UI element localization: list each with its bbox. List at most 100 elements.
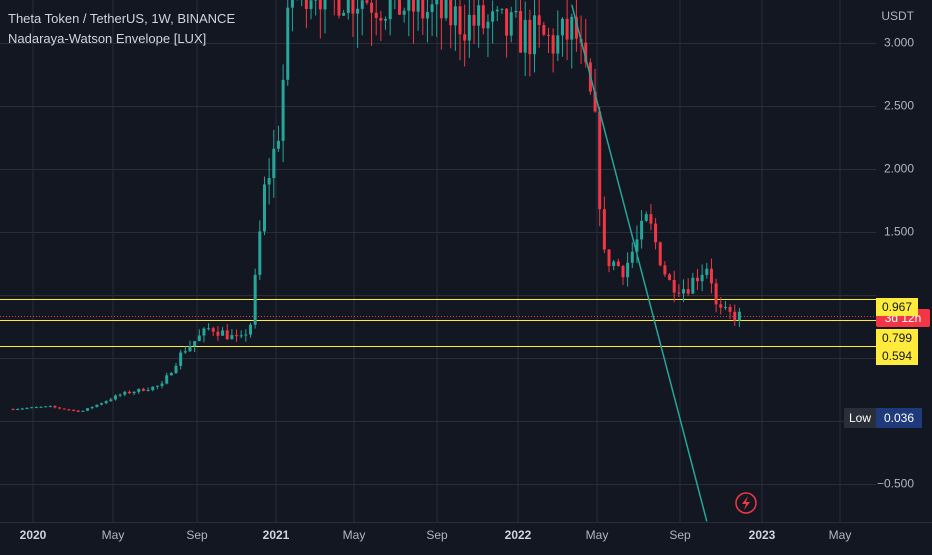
candle[interactable] bbox=[179, 349, 183, 370]
candle[interactable] bbox=[565, 0, 569, 61]
candle[interactable] bbox=[207, 323, 211, 331]
candle[interactable] bbox=[663, 261, 667, 277]
candles[interactable] bbox=[11, 0, 741, 413]
candle[interactable] bbox=[509, 6, 513, 43]
candle[interactable] bbox=[235, 329, 239, 342]
candle[interactable] bbox=[100, 402, 104, 406]
candle[interactable] bbox=[714, 278, 718, 313]
candle[interactable] bbox=[253, 268, 257, 329]
lightning-bolt-icon[interactable] bbox=[735, 492, 757, 514]
candle[interactable] bbox=[169, 371, 173, 376]
candle[interactable] bbox=[16, 408, 20, 411]
candle[interactable] bbox=[342, 9, 346, 17]
candle[interactable] bbox=[621, 264, 625, 285]
candle[interactable] bbox=[463, 4, 467, 67]
candle[interactable] bbox=[318, 0, 322, 39]
candle[interactable] bbox=[244, 329, 248, 342]
candle[interactable] bbox=[225, 324, 229, 341]
candle[interactable] bbox=[644, 211, 648, 222]
candle[interactable] bbox=[346, 0, 350, 20]
candle[interactable] bbox=[104, 400, 108, 405]
candle[interactable] bbox=[486, 14, 490, 58]
candle[interactable] bbox=[556, 10, 560, 61]
candle[interactable] bbox=[654, 218, 658, 250]
candle[interactable] bbox=[211, 326, 215, 336]
candle[interactable] bbox=[183, 346, 187, 354]
candle[interactable] bbox=[39, 406, 43, 409]
candle[interactable] bbox=[728, 304, 732, 320]
candle[interactable] bbox=[202, 327, 206, 343]
candle[interactable] bbox=[221, 326, 225, 336]
candle[interactable] bbox=[118, 393, 122, 397]
candle[interactable] bbox=[388, 0, 392, 36]
candle[interactable] bbox=[668, 273, 672, 281]
candle[interactable] bbox=[370, 0, 374, 47]
candle[interactable] bbox=[523, 1, 527, 77]
candle[interactable] bbox=[528, 9, 532, 77]
candle[interactable] bbox=[90, 406, 94, 410]
candle[interactable] bbox=[695, 268, 699, 291]
candle[interactable] bbox=[360, 0, 364, 36]
candle[interactable] bbox=[272, 129, 276, 198]
candle[interactable] bbox=[719, 297, 723, 315]
candle[interactable] bbox=[677, 284, 681, 297]
candle[interactable] bbox=[607, 249, 611, 273]
candle[interactable] bbox=[467, 0, 471, 58]
candle[interactable] bbox=[570, 13, 574, 69]
candle[interactable] bbox=[630, 242, 634, 269]
candle[interactable] bbox=[20, 407, 24, 410]
candle[interactable] bbox=[333, 0, 336, 16]
candle[interactable] bbox=[691, 272, 695, 295]
candle[interactable] bbox=[733, 304, 737, 326]
candle[interactable] bbox=[25, 407, 29, 410]
candle[interactable] bbox=[500, 8, 504, 14]
candle[interactable] bbox=[477, 0, 481, 48]
candle[interactable] bbox=[267, 158, 271, 205]
candle[interactable] bbox=[249, 322, 253, 338]
candle[interactable] bbox=[542, 21, 546, 37]
candle[interactable] bbox=[230, 329, 234, 340]
candle[interactable] bbox=[276, 125, 280, 152]
candle[interactable] bbox=[109, 397, 113, 402]
candle[interactable] bbox=[616, 258, 620, 267]
candle[interactable] bbox=[402, 7, 406, 23]
candle[interactable] bbox=[551, 28, 555, 73]
candle[interactable] bbox=[495, 6, 499, 22]
candle[interactable] bbox=[705, 262, 709, 279]
candle[interactable] bbox=[430, 0, 434, 37]
candle[interactable] bbox=[491, 0, 495, 44]
candle[interactable] bbox=[602, 196, 606, 254]
candle[interactable] bbox=[132, 390, 136, 396]
candle[interactable] bbox=[314, 0, 318, 16]
candle[interactable] bbox=[453, 0, 457, 51]
candle[interactable] bbox=[86, 408, 90, 412]
candle[interactable] bbox=[723, 300, 727, 311]
candle[interactable] bbox=[304, 0, 308, 29]
symbol-title[interactable]: Theta Token / TetherUS, 1W, BINANCE bbox=[8, 11, 236, 26]
candle[interactable] bbox=[151, 386, 155, 392]
candle[interactable] bbox=[165, 372, 169, 385]
candle[interactable] bbox=[481, 0, 485, 35]
candle[interactable] bbox=[439, 0, 443, 50]
candle[interactable] bbox=[435, 0, 439, 37]
candle[interactable] bbox=[598, 106, 602, 227]
candle[interactable] bbox=[658, 241, 662, 267]
candle[interactable] bbox=[193, 341, 197, 353]
candle[interactable] bbox=[407, 0, 411, 37]
candle[interactable] bbox=[137, 388, 141, 394]
trend-line[interactable] bbox=[571, 4, 708, 522]
candle[interactable] bbox=[155, 385, 159, 390]
trend-line-layer[interactable] bbox=[571, 4, 708, 522]
candle[interactable] bbox=[737, 307, 741, 328]
candle[interactable] bbox=[44, 406, 48, 408]
candle[interactable] bbox=[262, 176, 266, 236]
candle[interactable] bbox=[48, 405, 52, 408]
candle[interactable] bbox=[197, 329, 201, 342]
time-axis[interactable]: 2020 May Sep 2021 May Sep 2022 May Sep 2023 May bbox=[0, 522, 932, 543]
candle[interactable] bbox=[174, 362, 178, 375]
candle[interactable] bbox=[337, 0, 341, 19]
candle[interactable] bbox=[379, 10, 383, 42]
candle[interactable] bbox=[216, 326, 220, 341]
candle[interactable] bbox=[546, 27, 550, 54]
